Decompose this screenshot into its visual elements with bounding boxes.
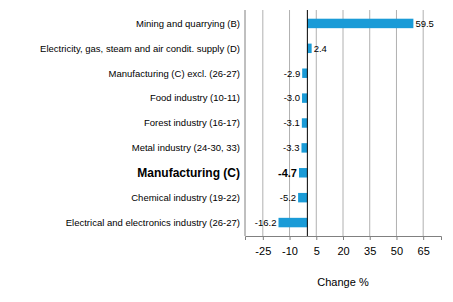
data-label: -16.2 xyxy=(255,217,277,228)
bar xyxy=(302,68,307,77)
data-labels: 59.5 2.4 -2.9 -3.0 -3.1 -3.3 -4.7 -5.2 -16.2 xyxy=(255,18,434,228)
category-label: Electricity, gas, steam and air condit. … xyxy=(40,43,240,54)
tick-label: 5 xyxy=(314,245,320,257)
category-label: Forest industry (16-17) xyxy=(144,117,240,128)
data-label: 2.4 xyxy=(314,43,327,54)
tick-mark xyxy=(396,236,397,240)
bar xyxy=(278,218,307,227)
data-label: -3.0 xyxy=(284,92,300,103)
grid-line xyxy=(396,10,397,236)
tick: 35 xyxy=(364,236,376,257)
tick-mark xyxy=(290,236,291,240)
tick-mark xyxy=(423,236,424,240)
data-label: 59.5 xyxy=(415,18,434,29)
tick-mark xyxy=(316,236,317,240)
tick: -10 xyxy=(282,236,298,257)
bar xyxy=(301,143,307,152)
grid-line xyxy=(343,10,344,236)
bar xyxy=(299,168,307,177)
axis-line xyxy=(246,237,442,241)
bar xyxy=(302,93,307,102)
bar xyxy=(298,193,307,202)
data-label: -3.3 xyxy=(283,142,299,153)
tick-mark xyxy=(370,236,371,240)
category-label: Metal industry (24-30, 33) xyxy=(132,142,240,153)
category-label: Manufacturing (C) excl. (26-27) xyxy=(109,68,240,79)
tick-label: 50 xyxy=(391,245,403,257)
data-label: -2.9 xyxy=(284,68,300,79)
bars xyxy=(278,19,413,228)
x-axis: -25 -10 5 20 35 50 65 xyxy=(246,236,442,257)
bar xyxy=(307,44,311,53)
tick-label: -25 xyxy=(255,245,271,257)
grid-line xyxy=(262,10,263,236)
category-label: Electrical and electronics industry (26-… xyxy=(66,217,240,228)
tick-label: 20 xyxy=(337,245,349,257)
tick-label: 65 xyxy=(418,245,430,257)
tick: 50 xyxy=(391,236,403,257)
zero-line xyxy=(307,10,308,236)
category-label: Chemical industry (19-22) xyxy=(131,192,240,203)
plot: 59.5 2.4 -2.9 -3.0 -3.1 -3.3 -4.7 -5.2 -16.2 xyxy=(245,10,434,236)
tick-mark xyxy=(343,236,344,240)
tick: 65 xyxy=(418,236,430,257)
data-label: -5.2 xyxy=(280,192,296,203)
grid-line xyxy=(423,10,424,236)
tick-label: -10 xyxy=(282,245,298,257)
category-label: Food industry (10-11) xyxy=(150,92,240,103)
grid-line xyxy=(369,10,370,236)
tick: -25 xyxy=(255,236,271,257)
category-label: Manufacturing (C) xyxy=(137,166,240,180)
data-label: -4.7 xyxy=(278,167,297,179)
bar xyxy=(302,118,308,127)
tick-mark xyxy=(263,236,264,240)
tick-label: 35 xyxy=(364,245,376,257)
tick: 5 xyxy=(314,236,320,257)
data-label: -3.1 xyxy=(283,117,299,128)
chart: 59.5 2.4 -2.9 -3.0 -3.1 -3.3 -4.7 -5.2 -16.2 Mini… xyxy=(0,0,453,302)
tick: 20 xyxy=(337,236,349,257)
x-axis-title: Change % xyxy=(317,276,369,288)
category-label: Mining and quarrying (B) xyxy=(136,18,240,29)
frame-line xyxy=(245,10,246,236)
category-labels: Mining and quarrying (B) Electricity, gas… xyxy=(40,18,240,228)
bar xyxy=(307,19,413,28)
grid xyxy=(263,10,423,236)
